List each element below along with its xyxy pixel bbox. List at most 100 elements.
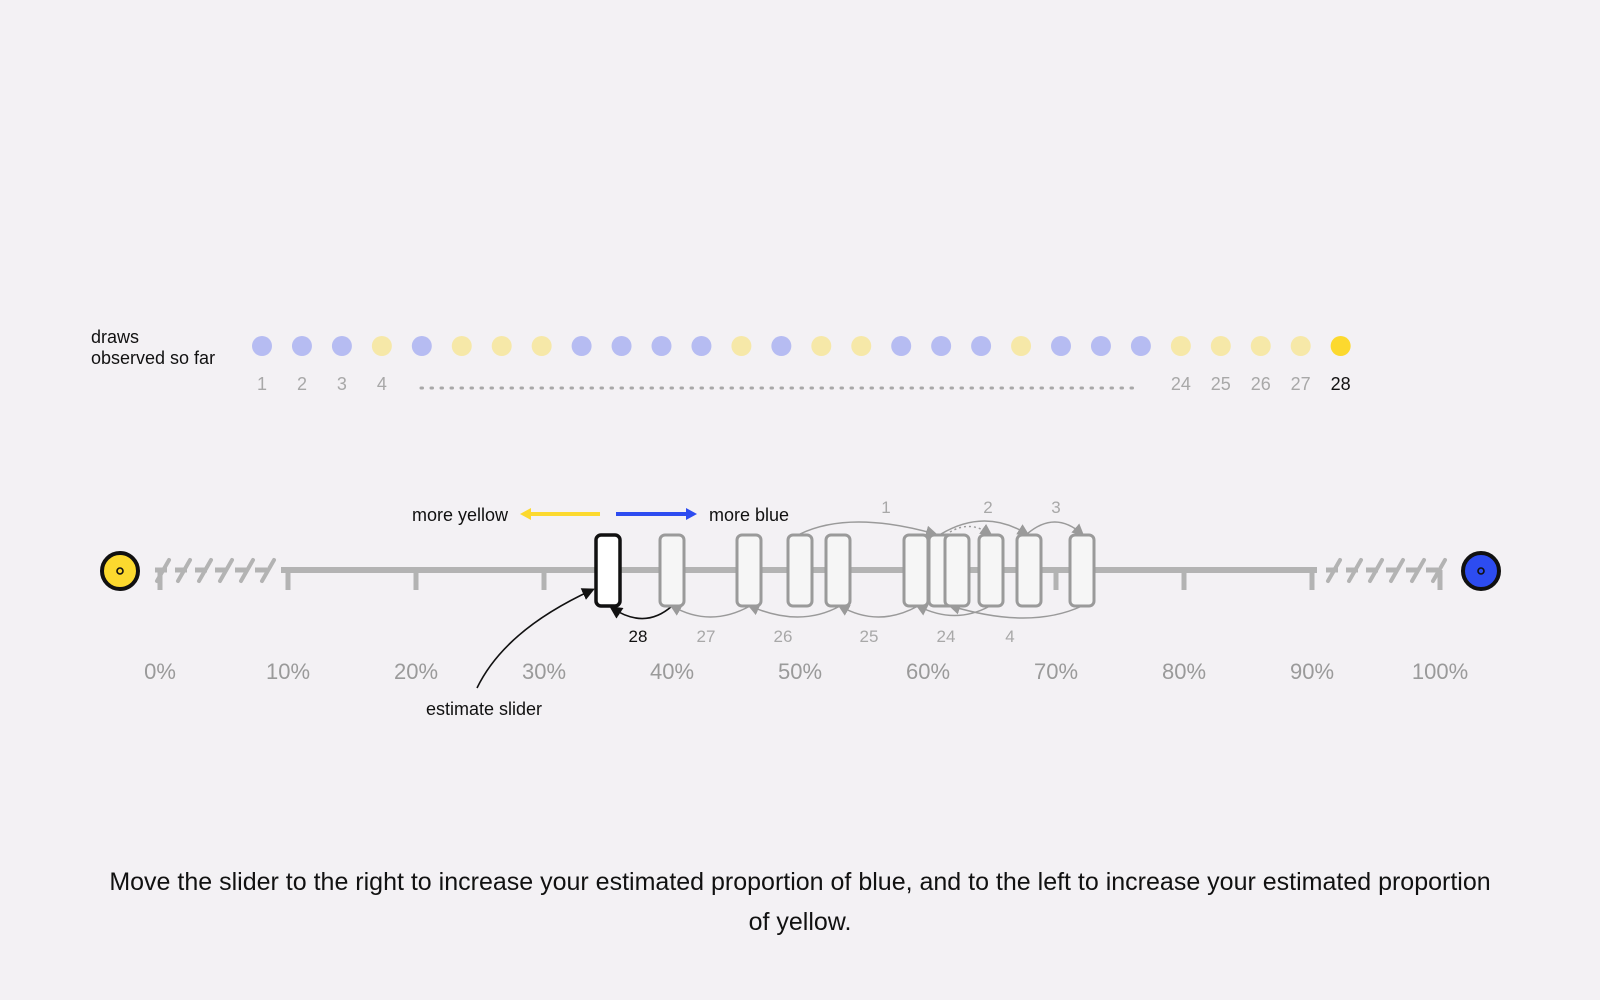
history-label: 3	[1051, 498, 1060, 517]
draw-dot-yellow	[811, 336, 832, 356]
scale-tick-label: 10%	[266, 659, 310, 684]
history-arc-28	[609, 605, 673, 620]
yellow-target-icon	[100, 551, 140, 591]
draw-number: 25	[1211, 374, 1231, 394]
ghost-slider	[902, 533, 930, 608]
history-label: 27	[697, 627, 716, 646]
history-arc-2	[940, 520, 1030, 536]
draw-dot-blue	[331, 336, 352, 356]
history-label: 1	[881, 498, 890, 517]
draw-number: 1	[257, 374, 267, 394]
track-break-slash	[260, 558, 276, 583]
track-break-slash	[218, 558, 234, 583]
draw-dot-blue	[1130, 336, 1151, 356]
blue-target-icon	[1461, 551, 1501, 591]
history-arc-dotted	[949, 523, 993, 536]
track-break-slash	[1389, 558, 1405, 583]
history-label: 4	[1005, 627, 1014, 646]
history-label: 2	[983, 498, 992, 517]
scale-tick-label: 100%	[1412, 659, 1468, 684]
draw-number: 28	[1331, 374, 1351, 394]
ghost-slider	[1068, 533, 1096, 608]
ghost-slider	[735, 533, 763, 608]
draw-dot-yellow	[491, 336, 512, 356]
ghost-slider	[1015, 533, 1043, 608]
draw-dot-yellow	[1210, 336, 1231, 356]
draw-dot-blue	[252, 336, 272, 356]
draw-number: 3	[337, 374, 347, 394]
scale-tick-label: 0%	[144, 659, 176, 684]
history-label: 26	[774, 627, 793, 646]
draw-dot-yellow	[371, 336, 392, 356]
track-break-slash	[239, 558, 255, 583]
scale-tick-label: 20%	[394, 659, 438, 684]
ghost-slider	[786, 533, 814, 608]
draw-number: 26	[1251, 374, 1271, 394]
more-blue-label: more blue	[709, 505, 789, 525]
draw-dot-yellow	[731, 336, 752, 356]
draw-dot-blue	[1051, 336, 1071, 356]
history-label: 25	[860, 627, 879, 646]
instructions-text: Move the slider to the right to increase…	[109, 868, 1491, 936]
draw-dot-yellow	[851, 336, 872, 356]
draw-dots-row	[252, 336, 1351, 356]
draw-dot-yellow	[1011, 336, 1032, 356]
history-arc-27	[669, 604, 751, 618]
history-label: 24	[937, 627, 956, 646]
draw-dot-yellow	[1250, 336, 1271, 356]
previous-estimates-trail: 1 2 3 27 26 25 24 4	[609, 498, 1096, 646]
draws-label-line1: draws	[91, 327, 139, 347]
draw-dot-yellow	[1330, 336, 1351, 356]
draw-dot-blue	[1090, 336, 1111, 356]
draw-dot-blue	[571, 336, 592, 356]
history-arc-3	[1026, 521, 1085, 536]
history-arc-1	[799, 521, 938, 538]
draw-dot-blue	[891, 336, 912, 356]
draw-number: 4	[377, 374, 387, 394]
ghost-slider	[977, 533, 1005, 608]
ghost-slider	[658, 533, 686, 608]
scale-tick-label: 80%	[1162, 659, 1206, 684]
draw-dot-yellow	[1290, 336, 1311, 356]
more-yellow-arrowhead	[520, 508, 531, 520]
track-break-slash	[176, 558, 192, 583]
draw-number: 2	[297, 374, 307, 394]
draw-dot-blue	[931, 336, 952, 356]
draw-dot-yellow	[1170, 336, 1191, 356]
track-break-slash	[1326, 558, 1342, 583]
scale-tick-label: 50%	[778, 659, 822, 684]
draws-label-line2: observed so far	[91, 348, 215, 368]
track-break-slash	[1347, 558, 1363, 583]
scale-tick-label: 60%	[906, 659, 950, 684]
draw-dot-blue	[651, 336, 672, 356]
track-break-slash	[1410, 558, 1426, 583]
history-arc-25	[837, 604, 919, 618]
scale-tick-label: 90%	[1290, 659, 1334, 684]
draw-number: 27	[1291, 374, 1311, 394]
current-estimate-label: 28	[629, 627, 648, 646]
draw-dot-blue	[611, 336, 632, 356]
scale-tick-label: 30%	[522, 659, 566, 684]
draw-dot-yellow	[531, 336, 552, 356]
history-arc-26	[747, 604, 841, 618]
draw-dot-blue	[691, 336, 712, 356]
scale-tick-label: 40%	[650, 659, 694, 684]
ghost-slider	[943, 533, 971, 608]
draw-dot-blue	[771, 336, 792, 356]
track-break-slash	[1368, 558, 1384, 583]
draw-dot-yellow	[451, 336, 472, 356]
history-arc-4	[948, 602, 1083, 619]
estimate-slider-pointer	[476, 588, 595, 689]
more-blue-arrowhead	[686, 508, 697, 520]
ghost-slider	[824, 533, 852, 608]
draw-dot-blue	[971, 336, 992, 356]
history-arc-24	[915, 604, 991, 617]
estimate-slider-handle[interactable]	[594, 533, 622, 608]
scale-tick-labels: 0% 10% 20% 30% 40% 50% 60% 70% 80% 90% 100%	[144, 659, 1468, 684]
estimate-slider-label: estimate slider	[426, 699, 542, 719]
draw-number: 24	[1171, 374, 1191, 394]
draw-numbers-row: 1 2 3 4 24 25 26 27 28	[257, 374, 1351, 394]
draw-dot-blue	[411, 336, 432, 356]
track-break-slash	[197, 558, 213, 583]
